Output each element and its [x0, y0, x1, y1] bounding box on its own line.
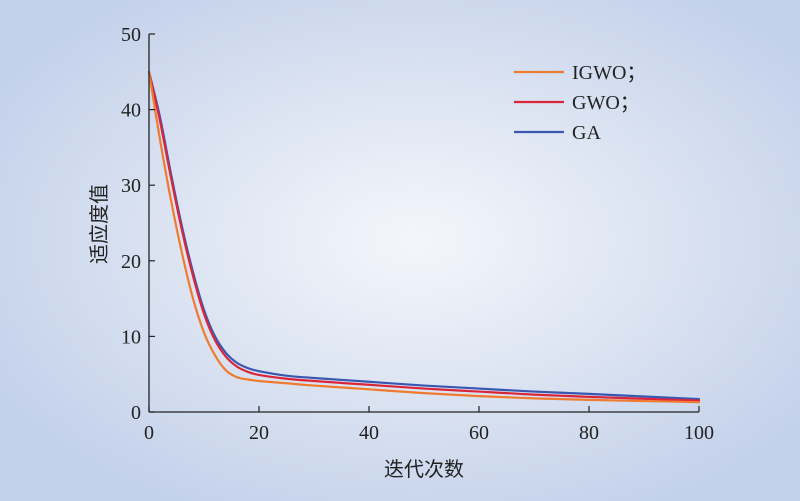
series-line-3 [147, 70, 701, 401]
x-axis-title: 迭代次数 [384, 457, 464, 481]
y-tick-label: 20 [121, 251, 141, 273]
legend-label-2: GWO； [572, 92, 640, 114]
y-tick-label: 30 [121, 175, 141, 197]
x-tick-label: 40 [359, 422, 379, 444]
axes: 0 20 40 60 80 100 0 10 20 30 40 50 [121, 24, 714, 444]
legend: IGWO； GWO； GA [514, 62, 646, 144]
y-axis-title: 适应度值 [87, 184, 111, 264]
legend-label-1: IGWO； [572, 62, 646, 84]
y-tick-label: 10 [121, 326, 141, 348]
y-tick-label: 0 [131, 402, 141, 424]
y-tick-label: 40 [121, 100, 141, 122]
series-line-1 [147, 70, 701, 404]
x-tick-label: 100 [684, 422, 714, 444]
x-tick-label: 60 [469, 422, 489, 444]
plot-area [147, 70, 701, 404]
legend-label-3: GA [572, 122, 601, 144]
x-tick-label: 80 [579, 422, 599, 444]
x-tick-label: 20 [249, 422, 269, 444]
x-tick-label: 0 [144, 422, 154, 444]
series-line-2 [147, 70, 701, 402]
y-tick-label: 50 [121, 24, 141, 46]
